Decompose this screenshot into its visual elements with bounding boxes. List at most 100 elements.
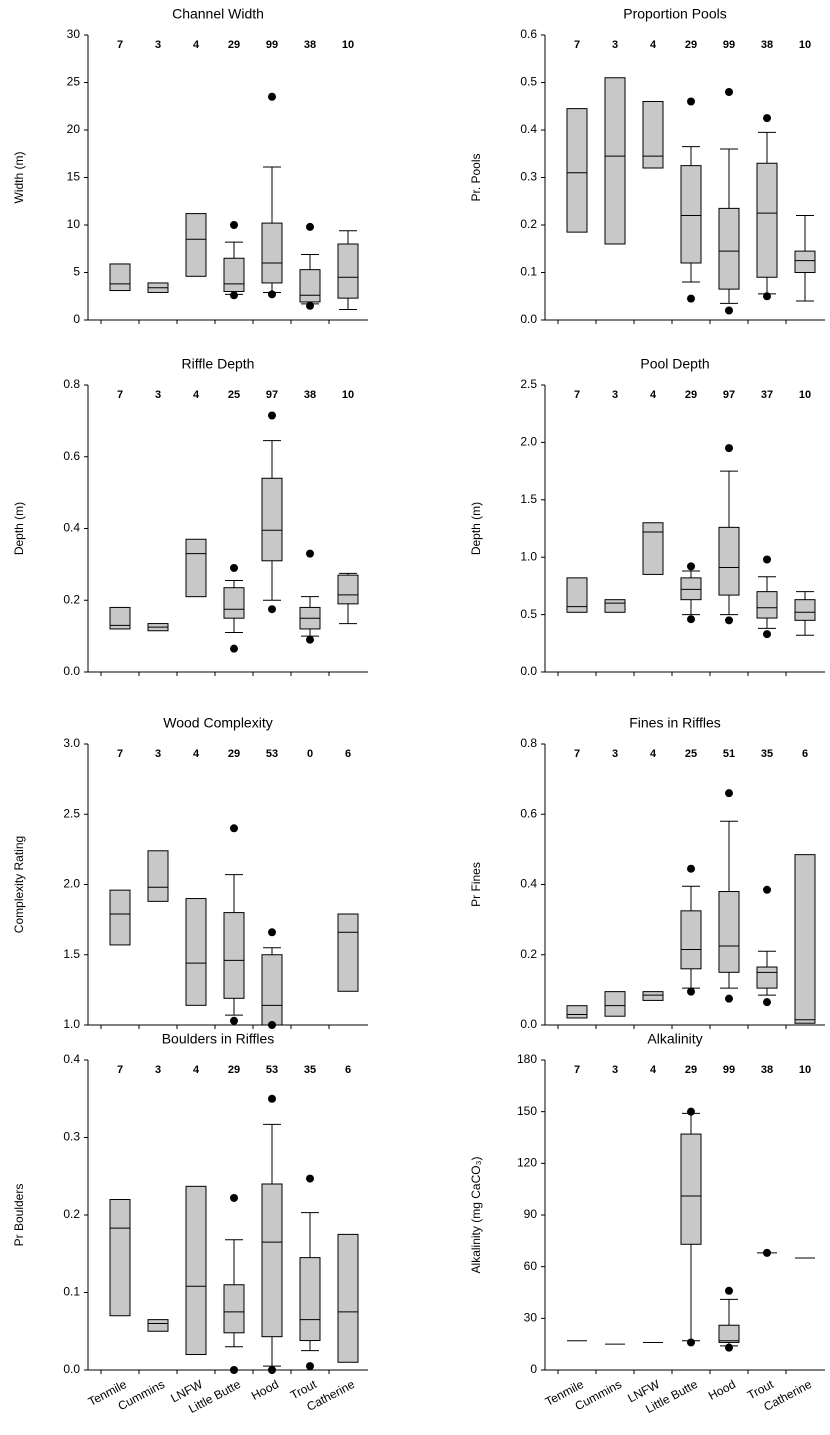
y-tick-label: 0.4 [63,521,80,535]
count-label: 53 [266,1064,278,1076]
box [566,108,588,233]
box [109,606,131,630]
count-label: 29 [685,39,697,51]
box [756,966,778,989]
count-label: 4 [650,389,657,401]
y-tick-label: 10 [67,217,81,231]
box [147,850,169,902]
outlier [725,1286,733,1295]
outlier [306,301,314,310]
panel-title: Proportion Pools [623,6,727,22]
box [756,162,778,278]
outlier [763,630,771,639]
y-tick-label: 1.0 [63,1017,80,1031]
y-tick-label: 180 [517,1052,537,1066]
count-label: 3 [155,748,161,760]
count-label: 37 [761,389,773,401]
count-label: 97 [266,389,278,401]
panel: Boulders in Riffles Pr Boulders 0.0 0.1 0.2 0… [12,1031,368,1416]
box [566,577,588,613]
outlier [306,549,314,558]
outlier [687,294,695,303]
y-tick-label: 150 [517,1104,537,1118]
panel-title: Fines in Riffles [629,715,721,731]
count-label: 35 [304,1064,316,1076]
box [185,1185,207,1355]
outlier [725,994,733,1003]
count-label: 29 [685,389,697,401]
y-axis-label: Alkalinity (mg CaCO₃) [469,1157,483,1274]
y-tick-label: 0 [530,1362,537,1376]
outlier [230,824,238,833]
box [604,599,626,613]
count-label: 7 [117,1064,123,1076]
y-tick-label: 5 [73,265,80,279]
y-tick-label: 0.2 [520,947,537,961]
outlier [268,411,276,420]
count-label: 4 [193,39,200,51]
box [680,577,702,601]
outlier [230,1366,238,1374]
panel: Wood Complexity Complexity Rating 1.0 1.5 2.… [12,715,368,1031]
outlier [763,1248,771,1257]
y-tick-label: 0.5 [520,607,537,621]
outlier [230,563,238,572]
box [642,101,664,169]
y-axis-label: Complexity Rating [12,836,26,933]
y-tick-label: 1.5 [63,947,80,961]
box [642,522,664,575]
y-tick-label: 0.3 [63,1130,80,1144]
count-label: 6 [345,1064,351,1076]
y-tick-label: 60 [524,1259,538,1273]
count-label: 3 [155,389,161,401]
count-label: 29 [228,748,240,760]
outlier [725,789,733,798]
outlier [763,292,771,301]
count-label: 10 [799,1064,811,1076]
y-tick-label: 0.0 [520,664,537,678]
count-label: 3 [612,389,618,401]
count-label: 53 [266,748,278,760]
y-tick-label: 0.4 [520,877,537,891]
y-axis-label: Depth (m) [469,502,483,555]
box [337,243,359,299]
count-label: 10 [342,389,354,401]
count-label: 38 [761,39,773,51]
outlier [725,1343,733,1352]
outlier [268,928,276,937]
box [223,1284,245,1334]
box [185,538,207,598]
outlier [230,1193,238,1202]
box [756,591,778,619]
outlier [763,998,771,1007]
count-label: 97 [723,389,735,401]
outlier [268,605,276,614]
count-label: 29 [228,1064,240,1076]
count-label: 99 [723,1064,735,1076]
count-label: 3 [612,39,618,51]
count-label: 10 [799,389,811,401]
panel: Channel Width Width (m) 0 5 10 15 20 25 30 7 3 4 29 9… [12,6,368,326]
panel-title: Riffle Depth [182,356,255,372]
box [718,207,740,290]
count-label: 38 [761,1064,773,1076]
outlier [687,1338,695,1347]
count-label: 7 [574,1064,580,1076]
box [680,1133,702,1245]
y-tick-label: 2.5 [63,806,80,820]
outlier [230,291,238,300]
outlier [687,1107,695,1116]
count-label: 4 [193,748,200,760]
box [604,991,626,1017]
count-label: 7 [117,389,123,401]
box [604,77,626,245]
y-tick-label: 0.6 [63,449,80,463]
count-label: 25 [685,748,697,760]
box [337,1233,359,1363]
box [223,912,245,999]
outlier [306,1174,314,1183]
y-axis-label: Pr Boulders [12,1184,26,1247]
y-axis-label: Width (m) [12,152,26,204]
y-tick-label: 0.2 [63,592,80,606]
